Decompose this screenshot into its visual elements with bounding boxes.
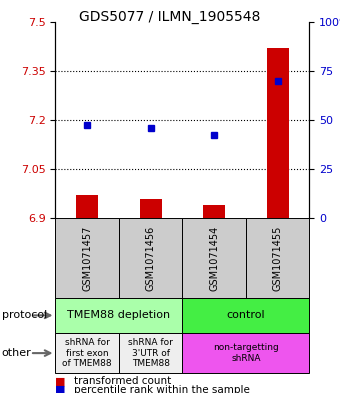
Bar [267,48,289,218]
Text: control: control [226,310,265,320]
Bar [119,218,183,298]
Bar [76,195,98,218]
Text: TMEM88 depletion: TMEM88 depletion [67,310,170,320]
Text: other: other [2,348,31,358]
Text: ■: ■ [55,385,66,393]
Text: shRNA for
3'UTR of
TMEM88: shRNA for 3'UTR of TMEM88 [128,338,173,368]
Bar [55,333,119,373]
Text: transformed count: transformed count [74,376,171,386]
Bar [55,218,119,298]
Text: GSM1071454: GSM1071454 [209,225,219,291]
Bar [246,218,309,298]
Bar [139,198,162,218]
Bar [183,218,246,298]
Text: percentile rank within the sample: percentile rank within the sample [74,385,250,393]
Text: protocol: protocol [2,310,47,320]
Bar [183,298,309,333]
Bar [183,333,309,373]
Bar [55,298,183,333]
Bar [119,333,183,373]
Text: GSM1071455: GSM1071455 [273,225,283,291]
Text: GSM1071456: GSM1071456 [146,225,156,291]
Text: shRNA for
first exon
of TMEM88: shRNA for first exon of TMEM88 [62,338,112,368]
Text: non-targetting
shRNA: non-targetting shRNA [213,343,279,363]
Text: GDS5077 / ILMN_1905548: GDS5077 / ILMN_1905548 [79,10,261,24]
Text: GSM1071457: GSM1071457 [82,225,92,291]
Text: ■: ■ [55,376,66,386]
Bar [203,205,225,218]
